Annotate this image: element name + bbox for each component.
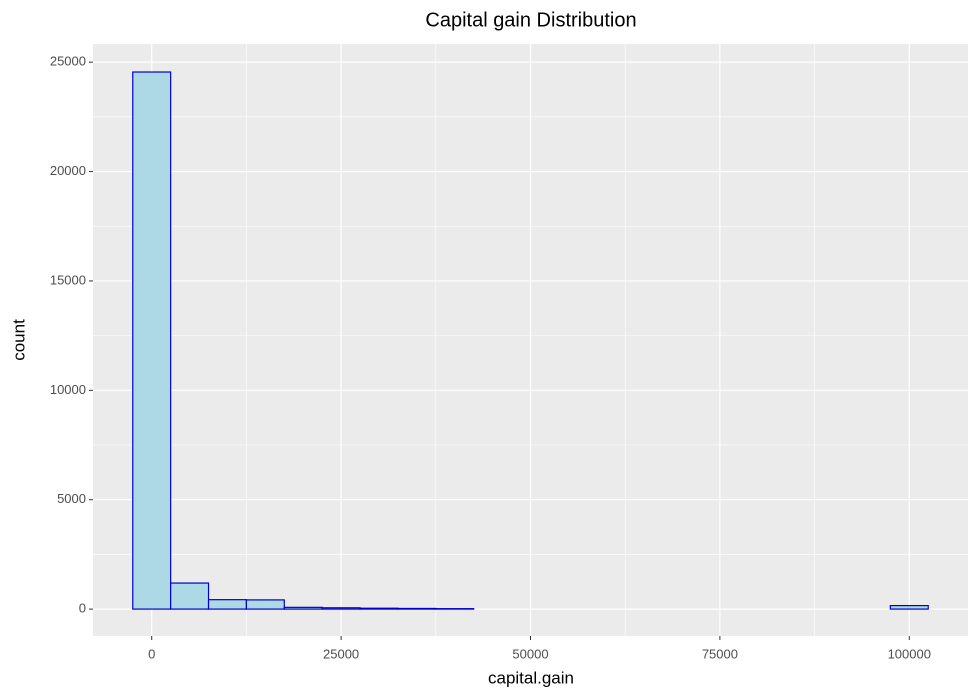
- y-tick-label: 15000: [50, 272, 86, 287]
- bar: [889, 604, 929, 610]
- y-axis-title: count: [9, 319, 28, 361]
- bar: [132, 71, 172, 610]
- y-tick-label: 5000: [57, 491, 86, 506]
- y-tick-label: 25000: [50, 54, 86, 69]
- y-tick-label: 0: [79, 601, 86, 616]
- x-tick-label: 50000: [512, 646, 548, 661]
- bar: [359, 607, 399, 610]
- bar: [207, 599, 248, 610]
- bar: [283, 606, 323, 610]
- x-tick-label: 25000: [323, 646, 359, 661]
- bar: [397, 607, 437, 610]
- y-tick-label: 20000: [50, 163, 86, 178]
- y-tick-label: 10000: [50, 382, 86, 397]
- x-tick-label: 75000: [702, 646, 738, 661]
- x-tick-label: 100000: [888, 646, 931, 661]
- x-tick-label: 0: [148, 646, 155, 661]
- x-axis-title: capital.gain: [488, 668, 574, 687]
- chart-title: Capital gain Distribution: [425, 9, 636, 31]
- bar: [321, 607, 361, 610]
- bar: [170, 582, 210, 610]
- bar: [245, 599, 285, 610]
